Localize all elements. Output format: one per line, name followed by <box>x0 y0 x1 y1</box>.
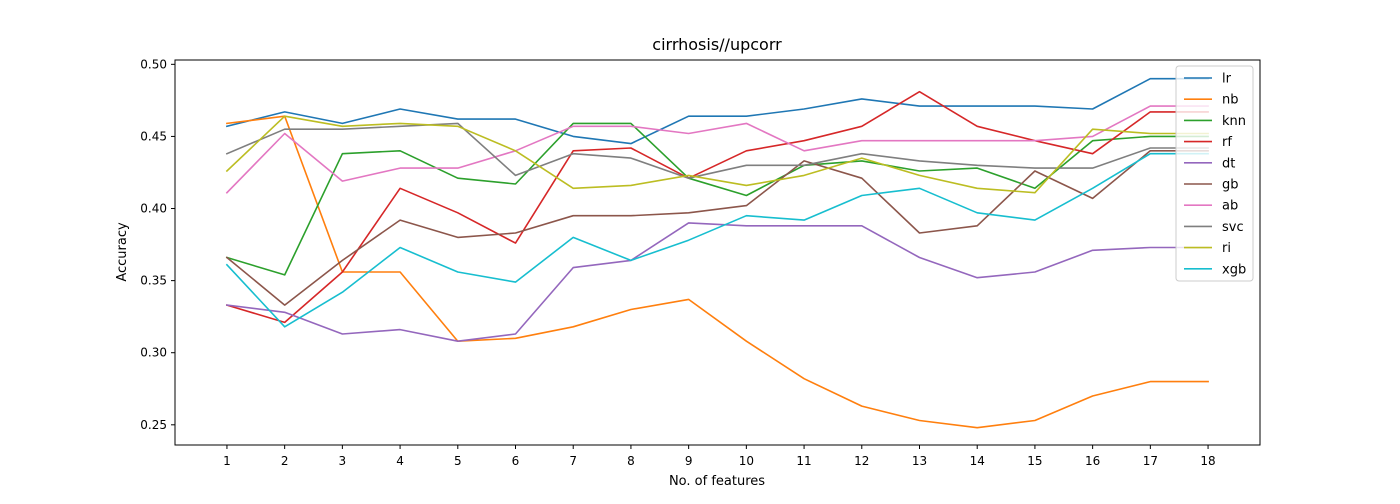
series-line-xgb <box>225 152 1209 328</box>
series-line-gb <box>225 150 1209 306</box>
plot-area: 1 2 3 4 5 6 7 8 9 10 11 12 13 14 15 16 17 18 0.250.300.35… <box>140 57 1261 468</box>
x-tick-label: 6 <box>512 454 520 468</box>
legend: lr nb knn rf dt gb ab svc ri xgb <box>1175 65 1254 282</box>
legend-label-xgb: xgb <box>1222 262 1246 277</box>
legend-label-dt: dt <box>1222 156 1235 171</box>
x-tick-label: 11 <box>796 454 811 468</box>
series-line-rf <box>225 90 1209 324</box>
series-line-knn <box>225 122 1209 276</box>
legend-label-rf: rf <box>1222 135 1232 150</box>
legend-label-lr: lr <box>1222 72 1232 87</box>
axes-frame <box>174 59 1261 446</box>
chart-title: cirrhosis//upcorr <box>652 35 782 54</box>
y-tick-label: 0.45 <box>140 129 167 143</box>
series-line-ri <box>225 115 1209 194</box>
series-line-ab <box>225 105 1209 194</box>
x-tick-label: 16 <box>1085 454 1100 468</box>
x-tick-label: 10 <box>739 454 754 468</box>
y-tick-label: 0.25 <box>140 418 167 432</box>
x-tick-label: 18 <box>1200 454 1215 468</box>
x-tick-label: 7 <box>569 454 577 468</box>
x-tick-label: 15 <box>1027 454 1042 468</box>
legend-label-ri: ri <box>1222 241 1231 256</box>
y-axis-label: Accuracy <box>115 222 130 282</box>
legend-label-knn: knn <box>1222 114 1246 129</box>
x-tick-label: 8 <box>627 454 635 468</box>
legend-label-gb: gb <box>1222 178 1239 193</box>
y-tick-label: 0.40 <box>140 202 167 216</box>
x-axis-label: No. of features <box>669 474 765 489</box>
y-tick-label: 0.35 <box>140 274 167 288</box>
series-line-dt <box>226 222 1209 343</box>
x-tick-label: 12 <box>854 454 869 468</box>
x-tick-label: 3 <box>339 454 347 468</box>
y-tick-label: 0.50 <box>140 57 167 71</box>
series-lines <box>225 77 1209 429</box>
series-line-nb <box>226 115 1209 429</box>
x-tick-label: 5 <box>454 454 462 468</box>
y-tick-label: 0.30 <box>140 346 167 360</box>
series-line-svc <box>225 122 1209 179</box>
x-tick-label: 1 <box>223 454 231 468</box>
legend-label-nb: nb <box>1222 93 1239 108</box>
x-tick-label: 4 <box>396 454 404 468</box>
x-tick-label: 9 <box>685 454 693 468</box>
y-axis-ticks: 0.25 0.30 0.35 0.40 0.45 0.50 <box>140 57 175 432</box>
legend-label-ab: ab <box>1222 199 1238 214</box>
x-tick-label: 17 <box>1143 454 1158 468</box>
x-tick-label: 14 <box>970 454 985 468</box>
x-tick-label: 13 <box>912 454 927 468</box>
legend-box <box>1175 65 1254 282</box>
legend-items: lr nb knn rf dt gb ab svc ri xgb <box>1184 72 1246 277</box>
series-line-lr <box>225 77 1209 145</box>
legend-label-svc: svc <box>1222 220 1244 235</box>
x-axis-ticks: 1 2 3 4 5 6 7 8 9 10 11 12 13 14 15 16 17 18 <box>223 445 1216 468</box>
x-tick-label: 2 <box>281 454 289 468</box>
